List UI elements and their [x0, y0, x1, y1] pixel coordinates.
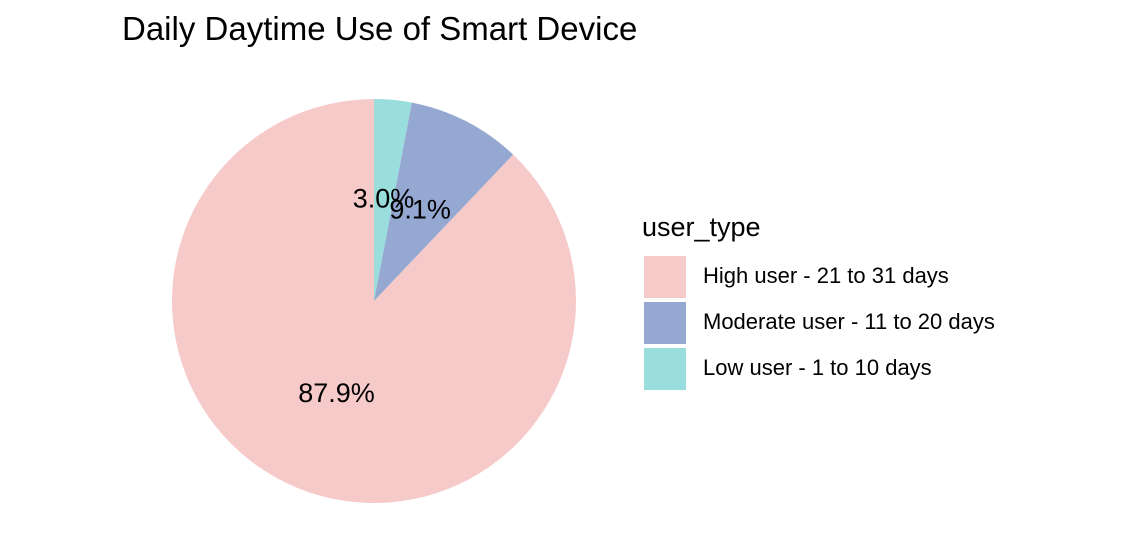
legend-key	[644, 256, 686, 298]
pie-slices	[171, 99, 576, 504]
pie-slice-3	[171, 99, 576, 504]
legend-key	[644, 348, 686, 390]
legend-label: Moderate user - 11 to 20 days	[703, 309, 995, 334]
legend-title: user_type	[642, 212, 761, 242]
chart-title: Daily Daytime Use of Smart Device	[122, 10, 637, 47]
legend-key	[644, 302, 686, 344]
slice-percent-label: 9.1%	[389, 194, 451, 224]
pie-slice-2	[374, 102, 514, 301]
pie-slice-1	[374, 99, 412, 301]
legend-label: Low user - 1 to 10 days	[703, 355, 932, 380]
legend: user_type High user - 21 to 31 days Moder…	[642, 212, 995, 390]
slice-percent-label: 3.0%	[353, 184, 415, 214]
pie-percent-labels: 3.0%9.1% 87.9%	[298, 184, 451, 408]
slice-percent-label: 87.9%	[298, 378, 375, 408]
legend-label: High user - 21 to 31 days	[703, 263, 949, 288]
